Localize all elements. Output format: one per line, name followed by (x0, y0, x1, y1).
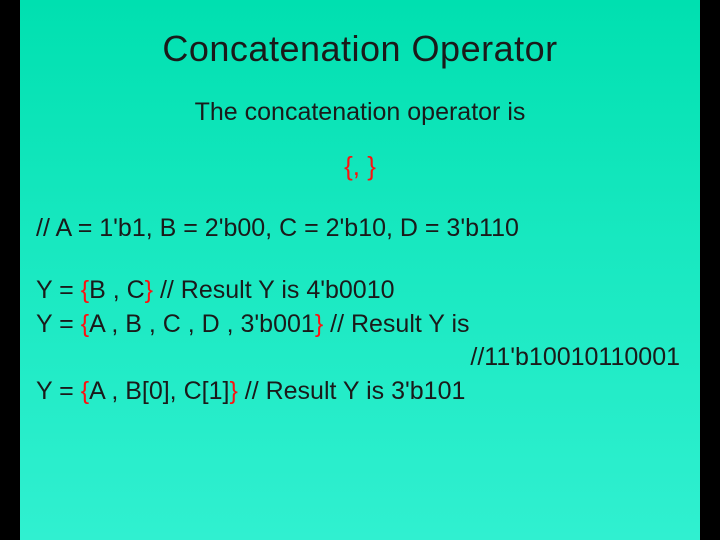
slide-title: Concatenation Operator (34, 28, 686, 70)
code-line-2-cont: //11'b10010110001 (36, 341, 686, 375)
code-line-2: Y = {A , B , C , D , 3'b001} // Result Y… (36, 308, 686, 342)
l3-body: A , B[0], C[1] (89, 377, 229, 405)
operator-line: {, } (34, 151, 686, 182)
l1-close-brace: } (145, 276, 153, 304)
code-line-1: Y = {B , C} // Result Y is 4'b0010 (36, 274, 686, 308)
code-line-3: Y = {A , B[0], C[1]} // Result Y is 3'b1… (36, 375, 686, 409)
l3-post: // Result Y is 3'b101 (238, 377, 466, 405)
code-declaration: // A = 1'b1, B = 2'b00, C = 2'b10, D = 3… (36, 212, 686, 246)
l1-open-brace: { (81, 276, 89, 304)
l1-body: B , C (89, 276, 145, 304)
l3-pre: Y = (36, 377, 81, 405)
brace-sep: , (353, 151, 367, 181)
l3-close-brace: } (229, 377, 237, 405)
slide-subtitle: The concatenation operator is (34, 98, 686, 127)
code-block: // A = 1'b1, B = 2'b00, C = 2'b10, D = 3… (34, 212, 686, 409)
l2-post: // Result Y is (323, 310, 469, 338)
slide: Concatenation Operator The concatenation… (20, 0, 700, 540)
l1-pre: Y = (36, 276, 81, 304)
brace-open-icon: { (344, 151, 353, 181)
l2-body: A , B , C , D , 3'b001 (89, 310, 315, 338)
l2-close-brace: } (315, 310, 323, 338)
l1-post: // Result Y is 4'b0010 (153, 276, 395, 304)
l3-open-brace: { (81, 377, 89, 405)
blank-line (36, 246, 686, 274)
brace-close-icon: } (367, 151, 376, 181)
l2-open-brace: { (81, 310, 89, 338)
l2-pre: Y = (36, 310, 81, 338)
